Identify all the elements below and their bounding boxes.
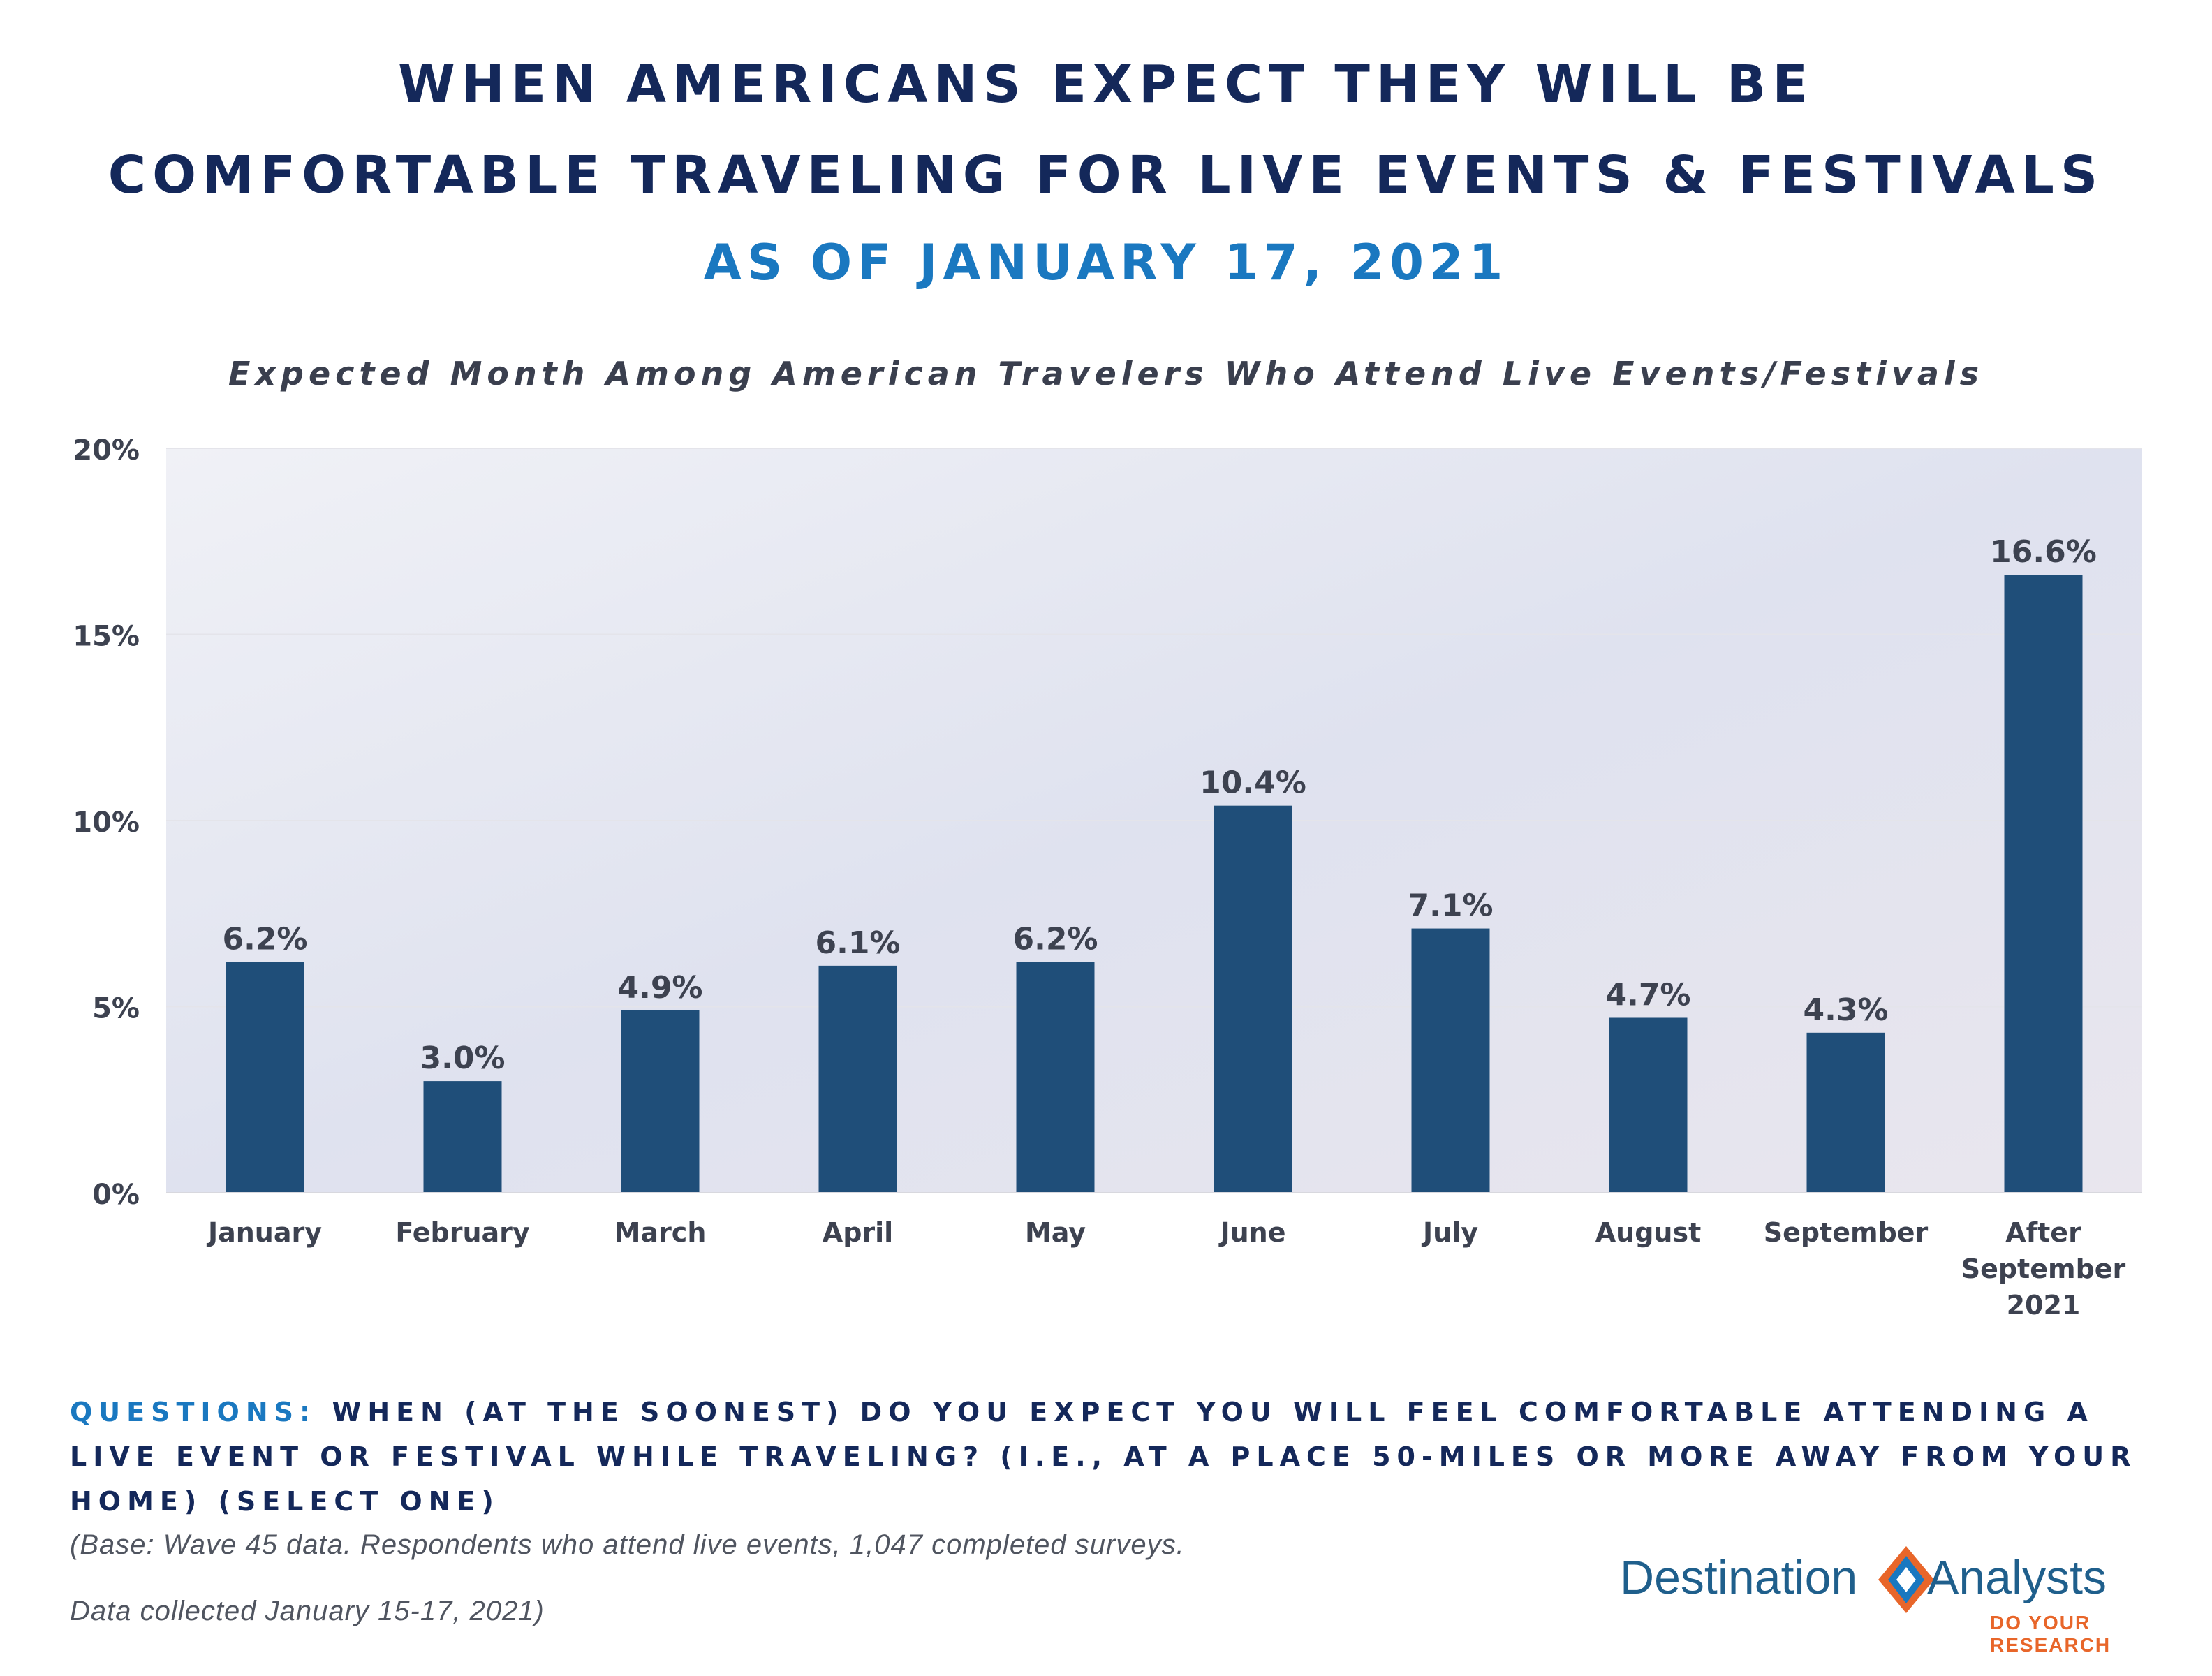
destination-analysts-logo: Destination Analysts DO YOUR RESEARCH: [1620, 1536, 2172, 1656]
base-note-line-2: Data collected January 15-17, 2021): [70, 1596, 545, 1626]
data-label: 6.1%: [815, 925, 900, 961]
bar: [423, 1081, 502, 1193]
x-tick-label: March: [614, 1217, 707, 1248]
bar: [226, 962, 304, 1193]
x-tick-label: After: [2005, 1217, 2081, 1248]
question-body: WHEN (AT THE SOONEST) DO YOU EXPECT YOU …: [70, 1397, 2137, 1517]
x-tick-label: April: [823, 1217, 893, 1248]
bar: [818, 965, 897, 1193]
data-label: 6.2%: [222, 922, 307, 957]
data-label: 6.2%: [1012, 922, 1098, 957]
bar: [1214, 805, 1292, 1193]
base-note-line-1: (Base: Wave 45 data. Respondents who att…: [70, 1529, 1185, 1560]
logo-word-analysts: Analysts: [1927, 1551, 2107, 1604]
x-tick-label: 2021: [2007, 1290, 2081, 1321]
x-tick-label: September: [1764, 1217, 1929, 1248]
logo-tagline: DO YOUR RESEARCH: [1990, 1612, 2111, 1656]
y-tick-label: 15%: [73, 621, 140, 653]
x-tick-label: January: [206, 1217, 322, 1248]
chart-title-line-2: COMFORTABLE TRAVELING FOR LIVE EVENTS & …: [108, 145, 2104, 205]
data-label: 4.7%: [1605, 977, 1690, 1013]
data-label: 4.9%: [617, 970, 702, 1006]
y-tick-label: 20%: [73, 434, 140, 466]
data-label: 16.6%: [1990, 534, 2097, 570]
data-label: 4.3%: [1803, 992, 1888, 1028]
bar: [1016, 962, 1095, 1193]
data-label: 3.0%: [420, 1041, 505, 1076]
bar: [1806, 1032, 1885, 1193]
y-tick-label: 5%: [92, 993, 140, 1025]
bar: [1411, 928, 1490, 1193]
x-tick-label: September: [1961, 1254, 2126, 1284]
y-tick-label: 10%: [73, 807, 140, 839]
bar-chart: 0% 5% 10% 15% 20% 6.2% January 3.0% February 4.9%…: [73, 434, 2142, 1321]
x-tick-label: July: [1421, 1217, 1478, 1248]
plot-title: Expected Month Among American Travelers …: [228, 355, 1984, 392]
bar: [621, 1010, 700, 1193]
question-text: QUESTIONS: WHEN (AT THE SOONEST) DO YOU …: [70, 1390, 2151, 1524]
x-tick-label: August: [1595, 1217, 1702, 1248]
x-tick-label: February: [395, 1217, 530, 1248]
question-prefix: QUESTIONS:: [70, 1397, 317, 1427]
chart-title-line-1: WHEN AMERICANS EXPECT THEY WILL BE: [398, 54, 1814, 115]
bar: [2004, 575, 2083, 1193]
bar: [1609, 1017, 1688, 1193]
logo-word-destination: Destination: [1620, 1551, 1858, 1604]
diamond-logo-icon: [1878, 1546, 1934, 1613]
x-tick-label: June: [1218, 1217, 1285, 1248]
chart-subtitle: AS OF JANUARY 17, 2021: [703, 234, 1509, 291]
data-label: 7.1%: [1408, 888, 1493, 924]
y-tick-label: 0%: [92, 1179, 140, 1211]
data-label: 10.4%: [1200, 765, 1306, 801]
x-tick-label: May: [1025, 1217, 1086, 1248]
